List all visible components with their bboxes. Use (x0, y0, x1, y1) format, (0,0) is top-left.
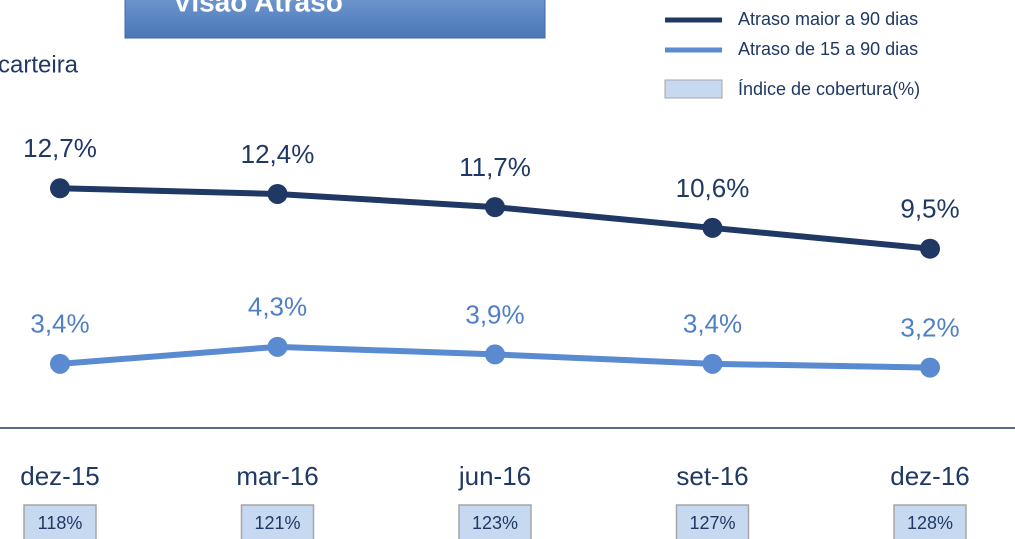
data-label: 3,4% (30, 309, 89, 339)
coverage-label: 128% (907, 513, 953, 533)
data-point (485, 344, 505, 365)
legend-label: Atraso de 15 a 90 dias (738, 39, 918, 59)
x-tick-label: jun-16 (458, 461, 531, 491)
data-point (702, 217, 723, 238)
coverage-box (240, 504, 315, 539)
data-point (485, 197, 505, 218)
coverage-box (675, 504, 750, 539)
x-tick-label: dez-15 (20, 461, 100, 491)
data-label: 10,6% (676, 173, 750, 203)
coverage-label: 123% (472, 513, 518, 533)
data-point (267, 336, 288, 357)
legend-label: Índice de cobertura(%) (738, 79, 920, 99)
data-label: 3,4% (683, 309, 742, 339)
data-point (267, 183, 288, 204)
data-label: 11,7% (459, 152, 531, 182)
data-point (702, 353, 723, 374)
x-tick-label: dez-16 (890, 461, 970, 491)
data-label: 12,4% (241, 139, 315, 169)
coverage-label: 121% (254, 513, 300, 533)
data-point (50, 178, 70, 199)
x-tick-label: set-16 (676, 461, 748, 491)
coverage-box (23, 504, 97, 539)
coverage-label: 118% (38, 513, 83, 533)
legend-label: Atraso maior a 90 dias (738, 9, 918, 29)
coverage-box (458, 504, 532, 539)
legend-swatch (664, 79, 723, 99)
data-point (920, 357, 940, 378)
x-tick-label: mar-16 (236, 461, 318, 491)
coverage-box (893, 504, 967, 539)
data-label: 9,5% (900, 194, 959, 224)
data-point (50, 353, 70, 374)
subtitle: carteira (0, 51, 79, 78)
data-label: 4,3% (248, 292, 307, 322)
coverage-label: 127% (689, 513, 735, 533)
data-point (920, 238, 940, 259)
data-label: 12,7% (23, 133, 97, 163)
data-label: 3,9% (465, 299, 524, 329)
data-label: 3,2% (900, 312, 959, 342)
chart-title: Visão Atraso (173, 0, 343, 17)
title-box (124, 0, 546, 39)
